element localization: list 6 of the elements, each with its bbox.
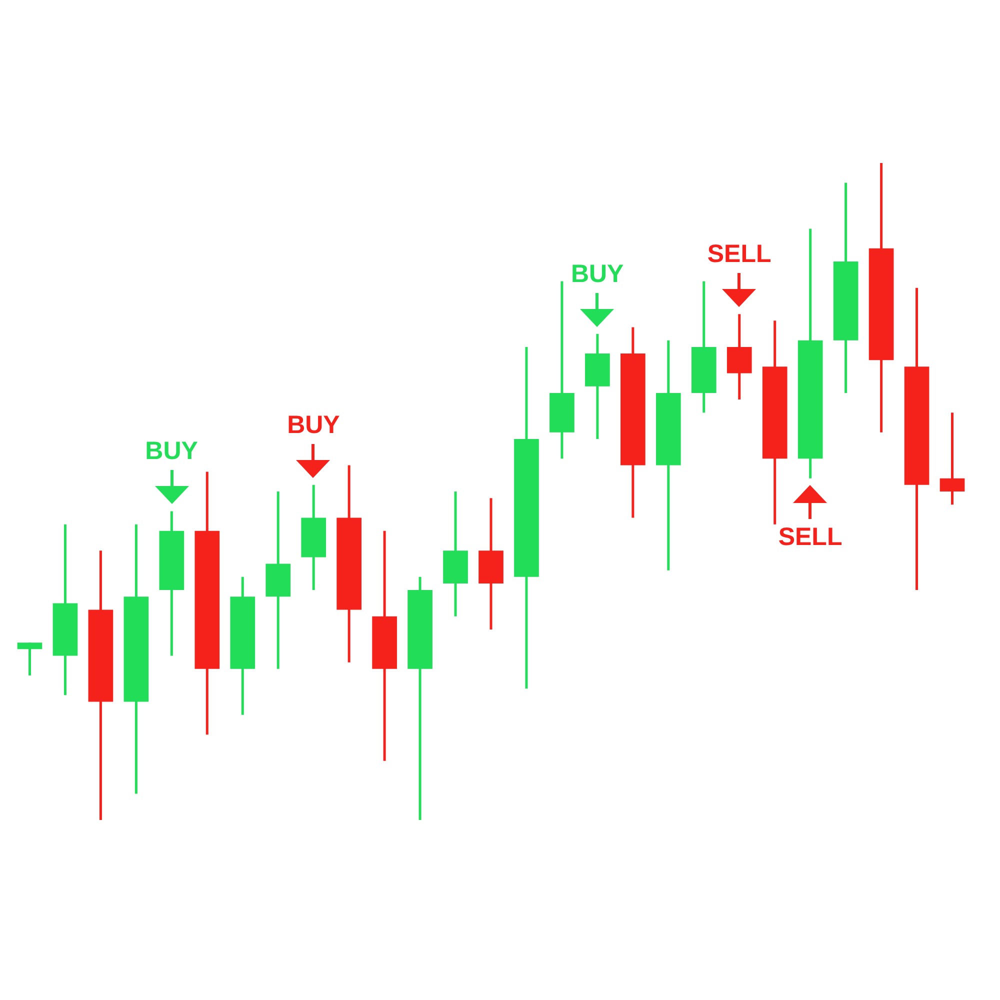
annotation: BUY [570, 260, 624, 288]
annotation: SELL [778, 523, 842, 552]
annotation: BUY [287, 410, 340, 439]
candlestick [940, 411, 965, 506]
annotation: SELL [707, 240, 772, 268]
annotation: BUY [145, 437, 198, 466]
